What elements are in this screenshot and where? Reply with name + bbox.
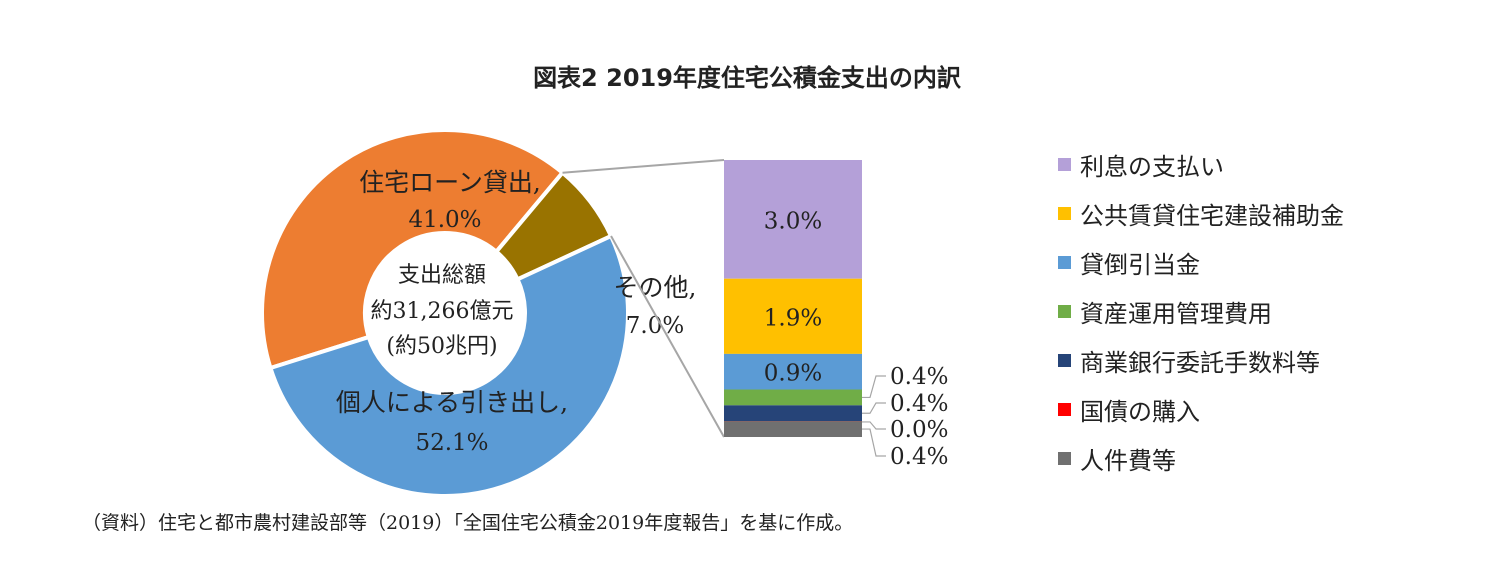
legend-swatch-1: [1058, 207, 1071, 220]
legend-label-4: 商業銀行委託手数料等: [1080, 349, 1320, 377]
bar-segment-0: [724, 160, 862, 279]
bar-segment-label-6: 0.4%: [890, 444, 948, 470]
bar-segment-3: [724, 389, 862, 406]
legend-swatch-3: [1058, 305, 1071, 318]
source-note: （資料）住宅と都市農村建設部等（2019）「全国住宅公積金2019年度報告」を基…: [82, 512, 854, 534]
pie-slice-2: [267, 233, 630, 498]
bar-segment-label-1: 1.9%: [764, 305, 822, 331]
connector-lines: [562, 159, 725, 438]
pie-slice-name-1: その他,: [614, 273, 697, 302]
legend-label-2: 貸倒引当金: [1080, 251, 1200, 279]
legend-swatch-2: [1058, 256, 1071, 269]
bar-segment-label-4: 0.4%: [890, 391, 948, 417]
legend-swatch-4: [1058, 354, 1071, 367]
bar-segment-label-0: 3.0%: [764, 208, 822, 234]
legend-label-1: 公共賃貸住宅建設補助金: [1080, 202, 1344, 230]
bar-segment-label-3: 0.4%: [890, 364, 948, 390]
legend-label-5: 国債の購入: [1080, 398, 1200, 426]
donut-center-label-0: 支出総額: [398, 263, 486, 288]
legend-label-3: 資産運用管理費用: [1080, 300, 1272, 328]
chart-title: 図表2 2019年度住宅公積金支出の内訳: [533, 64, 961, 92]
donut-center-label-2: (約50兆円): [386, 334, 497, 359]
donut-center-label-1: 約31,266億元: [371, 299, 514, 324]
legend-item-5: 国債の購入: [1058, 385, 1344, 434]
legend-swatch-5: [1058, 403, 1071, 416]
bar-segment-2: [724, 353, 862, 390]
pie-slice-name-0: 住宅ローン貸出,: [359, 168, 541, 197]
pie-slice-value-0: 41.0%: [408, 207, 481, 233]
pie-slice-value-1: 7.0%: [626, 313, 684, 339]
bar-label-leader-3: [862, 375, 886, 399]
legend: 利息の支払い公共賃貸住宅建設補助金 貸倒引当金資産運用管理費用商業銀行委託手数料等…: [1058, 140, 1344, 483]
bar-segment-4: [724, 405, 862, 422]
pie-slice-value-2: 52.1%: [415, 430, 488, 456]
connector-top: [562, 159, 725, 174]
legend-item-2: 貸倒引当金: [1058, 238, 1344, 287]
legend-label-6: 人件費等: [1080, 447, 1176, 475]
donut-chart: 住宅ローン貸出, 41.0% その他, 7.0% 個人による引き出し, 52.1% 支出総額…: [260, 128, 697, 498]
bar-label-leader-4: [862, 402, 886, 414]
legend-item-4: 商業銀行委託手数料等: [1058, 336, 1344, 385]
pie-slice-0: [260, 128, 566, 371]
legend-swatch-0: [1058, 158, 1071, 171]
bar-segment-6: [724, 421, 862, 437]
bar-segment-label-5: 0.0%: [890, 417, 948, 443]
legend-item-1: 公共賃貸住宅建設補助金: [1058, 189, 1344, 238]
bar-label-leader-5: [862, 421, 886, 430]
legend-item-6: 人件費等: [1058, 434, 1344, 483]
connector-bottom: [610, 235, 725, 438]
pie-slice-name-2: 個人による引き出し,: [336, 388, 568, 417]
legend-item-3: 資産運用管理費用: [1058, 287, 1344, 336]
bar-label-leader-6: [862, 428, 886, 457]
bar-segment-label-2: 0.9%: [764, 361, 822, 387]
legend-label-0: 利息の支払い: [1080, 153, 1224, 181]
legend-swatch-6: [1058, 452, 1071, 465]
bar-segment-1: [724, 278, 862, 354]
stacked-bar-chart: 3.0%1.9%0.9% 0.4%0.4%0.0%0.4%: [724, 160, 948, 470]
legend-item-0: 利息の支払い: [1058, 140, 1344, 189]
